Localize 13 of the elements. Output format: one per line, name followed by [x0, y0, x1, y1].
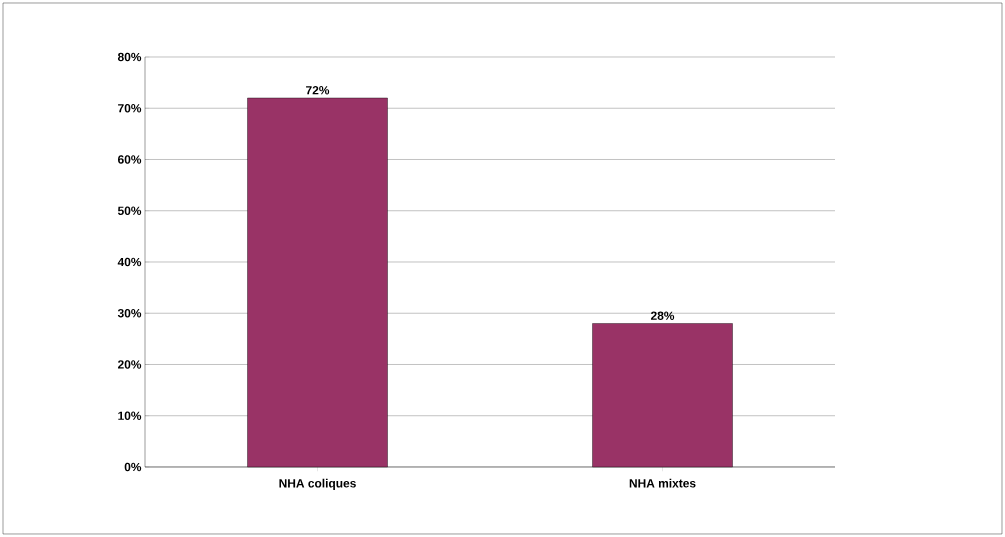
y-tick-label: 40%	[117, 257, 142, 267]
x-tick-label: NHA coliques	[279, 478, 356, 490]
y-tick-label: 80%	[117, 52, 142, 62]
y-tick-label: 30%	[117, 309, 142, 318]
y-tick-label: 20%	[117, 360, 142, 369]
y-tick-label: 50%	[117, 206, 142, 215]
y-tick-label: 0%	[124, 462, 142, 472]
data-label: 72%	[306, 86, 330, 95]
y-tick-label: 70%	[118, 104, 142, 113]
y-tick-label: 60%	[118, 155, 142, 164]
x-tick-label: NHA mixtes	[629, 478, 696, 488]
data-label: 28%	[650, 311, 675, 320]
y-tick-label: 10%	[118, 411, 142, 420]
